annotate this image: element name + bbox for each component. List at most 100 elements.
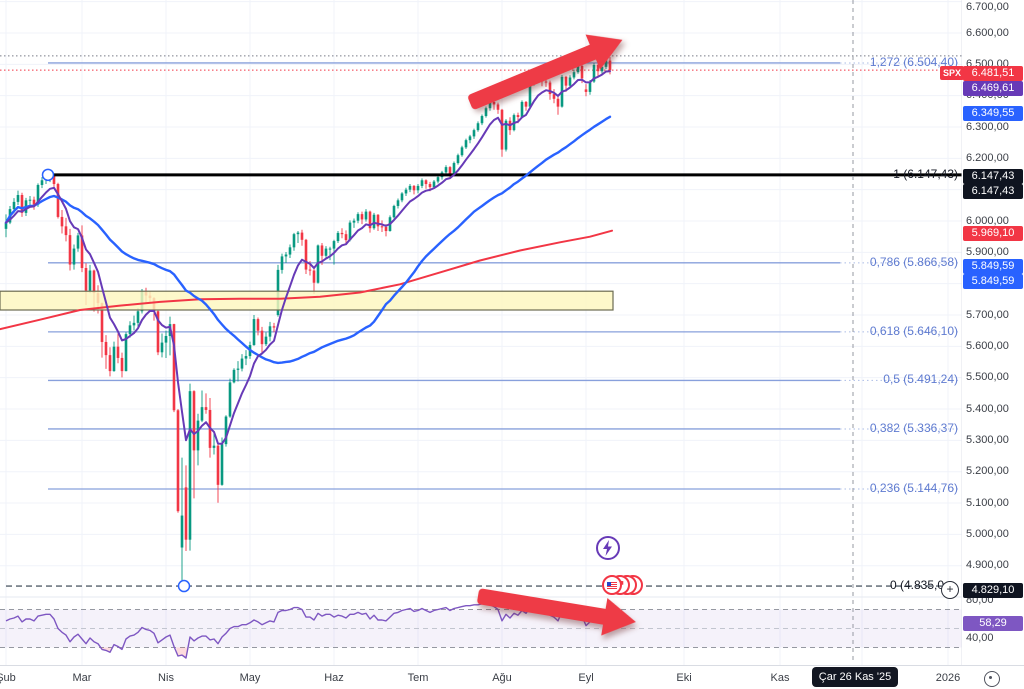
candle-body bbox=[436, 177, 440, 182]
candle-body bbox=[528, 83, 532, 107]
candle-body bbox=[592, 64, 596, 82]
lightning-event-icon[interactable] bbox=[596, 536, 620, 560]
time-axis-label: Haz bbox=[324, 672, 344, 684]
candle-body bbox=[596, 64, 600, 72]
candle-body bbox=[376, 214, 380, 227]
candle-body bbox=[112, 346, 116, 372]
candle-body bbox=[412, 185, 416, 191]
candle-body bbox=[328, 248, 332, 250]
candle-body bbox=[12, 201, 16, 210]
candle-body bbox=[384, 226, 388, 232]
fib-level-label: 0,786 (5.866,58) bbox=[869, 254, 958, 269]
candle-body bbox=[548, 82, 552, 95]
candle-body bbox=[368, 211, 372, 229]
candle-body bbox=[492, 101, 496, 105]
candle-body bbox=[504, 120, 508, 150]
candle-body bbox=[496, 104, 500, 110]
price-axis-badge: 4.829,10 bbox=[963, 582, 1023, 598]
candle-body bbox=[296, 232, 300, 235]
candle-body bbox=[136, 311, 140, 323]
event-flag-icon[interactable] bbox=[602, 575, 622, 595]
candle-body bbox=[292, 234, 296, 248]
candle-body bbox=[420, 180, 424, 186]
candle-body bbox=[280, 256, 284, 270]
candle-body bbox=[320, 245, 324, 256]
candle-body bbox=[372, 214, 376, 229]
candle-body bbox=[84, 268, 88, 291]
candle-body bbox=[556, 98, 560, 107]
time-axis-label: Şub bbox=[0, 672, 16, 684]
candle-body bbox=[164, 336, 168, 343]
ma-mid-line bbox=[4, 115, 612, 365]
price-axis[interactable]: 6.700,006.600,006.500,006.400,006.300,00… bbox=[962, 0, 1024, 665]
candle-body bbox=[68, 235, 72, 265]
price-tick-label: 5.500,00 bbox=[966, 371, 1009, 384]
candle-body bbox=[268, 326, 272, 337]
price-axis-badge: 5.849,59 bbox=[963, 273, 1023, 289]
candle-body bbox=[132, 322, 136, 326]
candle-body bbox=[524, 101, 528, 107]
price-axis-badge: 6.147,43 bbox=[963, 183, 1023, 199]
candle-body bbox=[56, 184, 60, 217]
candle-body bbox=[356, 214, 360, 221]
candle-body bbox=[204, 407, 208, 410]
fib-anchor-handles[interactable] bbox=[41, 168, 191, 593]
time-axis-label: Kas bbox=[770, 672, 790, 684]
candle-body bbox=[456, 155, 460, 164]
candle-body bbox=[172, 324, 176, 411]
candle-body bbox=[408, 185, 412, 190]
candle-body bbox=[16, 195, 20, 202]
time-axis-label: Ağu bbox=[492, 672, 512, 684]
candle-body bbox=[448, 167, 452, 175]
symbol-badge: SPX bbox=[940, 66, 964, 80]
candle-body bbox=[116, 346, 120, 358]
fib-level-label: 1,272 (6.504,40) bbox=[869, 54, 958, 69]
candle-body bbox=[568, 77, 572, 86]
candle-body bbox=[460, 147, 464, 156]
candle-body bbox=[324, 248, 328, 256]
price-tick-label: 5.000,00 bbox=[966, 527, 1009, 540]
candle-body bbox=[444, 167, 448, 173]
candle-body bbox=[212, 445, 216, 448]
candle-body bbox=[224, 416, 228, 445]
candle-body bbox=[404, 189, 408, 194]
candle-body bbox=[396, 200, 400, 206]
candle-body bbox=[352, 220, 356, 223]
candle-body bbox=[608, 60, 612, 71]
candle-body bbox=[196, 420, 200, 451]
candle-body bbox=[428, 184, 432, 188]
candle-body bbox=[52, 175, 56, 185]
fib-level-label: 0,5 (5.491,24) bbox=[883, 372, 958, 387]
candle-body bbox=[340, 232, 344, 235]
price-tick-label: 5.100,00 bbox=[966, 496, 1009, 509]
fib-anchor-handle bbox=[41, 168, 55, 182]
candle-body bbox=[72, 248, 76, 265]
candle-body bbox=[88, 270, 92, 291]
fib-level-label: 1 (6.147,43) bbox=[893, 166, 958, 181]
rsi-line bbox=[5, 603, 611, 659]
candle-body bbox=[104, 341, 108, 356]
candle-body bbox=[564, 76, 568, 86]
settings-gear-icon[interactable] bbox=[984, 671, 1000, 687]
candle-body bbox=[220, 444, 224, 485]
candle-body bbox=[284, 254, 288, 257]
candle-body bbox=[160, 342, 164, 353]
candle-body bbox=[476, 123, 480, 131]
candle-body bbox=[520, 101, 524, 117]
candle-body bbox=[400, 193, 404, 201]
candle-body bbox=[120, 357, 124, 372]
fib-lines bbox=[6, 62, 958, 587]
candle-body bbox=[516, 115, 520, 117]
add-alert-plus-icon[interactable]: + bbox=[941, 581, 959, 599]
candle-body bbox=[244, 356, 248, 359]
candle-body bbox=[480, 116, 484, 124]
time-axis-label: Eyl bbox=[578, 672, 594, 684]
candle-body bbox=[484, 108, 488, 117]
price-tick-label: 6.000,00 bbox=[966, 214, 1009, 227]
price-tick-label: 6.300,00 bbox=[966, 120, 1009, 133]
candle-body bbox=[264, 336, 268, 345]
us-flag-icon bbox=[607, 582, 617, 589]
candle-body bbox=[240, 358, 244, 369]
candle-body bbox=[188, 391, 192, 540]
